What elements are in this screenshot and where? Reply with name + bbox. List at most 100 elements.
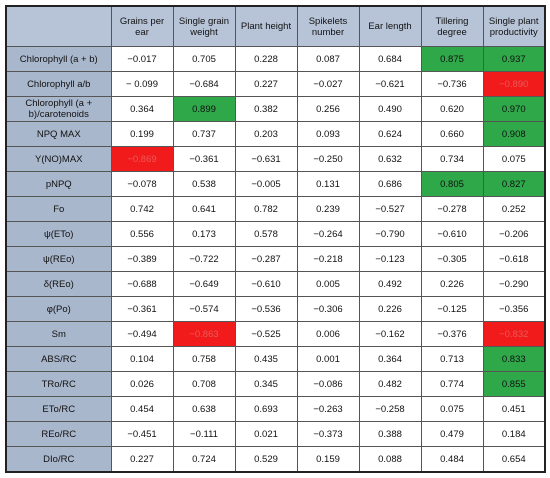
value-cell: 0.093 (296, 121, 360, 147)
column-header: Spikelets number (296, 5, 360, 47)
table-row: Y(NO)MAX −0.869 −0.361 −0.631 −0.250 0.632 0.7… (5, 146, 546, 172)
table-row: TRo/RC 0.026 0.708 0.345 −0.086 0.482 0.774 0.8… (5, 371, 546, 397)
value-cell: 0.875 (420, 46, 484, 72)
table-row: DIo/RC 0.227 0.724 0.529 0.159 0.088 0.484 0.65… (5, 446, 546, 473)
value-cell: 0.226 (358, 296, 422, 322)
value-cell: 0.684 (358, 46, 422, 72)
value-cell: −0.494 (110, 321, 174, 347)
value-cell: −0.264 (296, 221, 360, 247)
value-cell: 0.227 (234, 71, 298, 97)
value-cell: −0.688 (110, 271, 174, 297)
table-row: ETo/RC 0.454 0.638 0.693 −0.263 −0.258 0.075 0.… (5, 396, 546, 422)
table-row: Chlorophyll a/b − 0.099 −0.684 0.227 −0.027−… (5, 71, 546, 97)
value-cell: 0.087 (296, 46, 360, 72)
column-header: Ear length (358, 5, 422, 47)
value-cell: − 0.099 (110, 71, 174, 97)
value-cell: 0.173 (172, 221, 236, 247)
value-cell: 0.256 (296, 96, 360, 122)
value-cell: 0.641 (172, 196, 236, 222)
column-header: Single plant productivity (482, 5, 546, 47)
value-cell: 0.737 (172, 121, 236, 147)
value-cell: 0.454 (110, 396, 174, 422)
value-cell: 0.492 (358, 271, 422, 297)
column-header: Grains per ear (110, 5, 174, 47)
row-header: ETo/RC (5, 396, 112, 422)
table-body: Chlorophyll (a + b) −0.017 0.705 0.228 0.087… (5, 46, 546, 473)
row-header: pNPQ (5, 171, 112, 197)
value-cell: 0.228 (234, 46, 298, 72)
value-cell: −0.111 (172, 421, 236, 447)
correlation-table: Grains per ear Single grain weight Plant h… (5, 5, 546, 473)
table-row: NPQ MAX 0.199 0.737 0.203 0.093 0.624 0.660 0.9… (5, 121, 546, 147)
row-header: DIo/RC (5, 446, 112, 473)
table-row: Chlorophyll (a + b)/carotenoids 0.364 0.89… (5, 96, 546, 122)
value-cell: 0.705 (172, 46, 236, 72)
header-row: Grains per ear Single grain weight Plant h… (5, 5, 546, 47)
value-cell: 0.827 (482, 171, 546, 197)
value-cell: 0.632 (358, 146, 422, 172)
value-cell: 0.529 (234, 446, 298, 473)
row-header: TRo/RC (5, 371, 112, 397)
value-cell: 0.364 (358, 346, 422, 372)
value-cell: −0.361 (110, 296, 174, 322)
row-header: Fo (5, 196, 112, 222)
value-cell: 0.252 (482, 196, 546, 222)
value-cell: 0.708 (172, 371, 236, 397)
value-cell: 0.937 (482, 46, 546, 72)
value-cell: 0.364 (110, 96, 174, 122)
value-cell: 0.006 (296, 321, 360, 347)
value-cell: 0.660 (420, 121, 484, 147)
table-row: Fo 0.742 0.641 0.782 0.239 −0.527 −0.278 0.252 (5, 196, 546, 222)
value-cell: −0.206 (482, 221, 546, 247)
value-cell: 0.388 (358, 421, 422, 447)
value-cell: 0.226 (420, 271, 484, 297)
value-cell: 0.805 (420, 171, 484, 197)
value-cell: 0.490 (358, 96, 422, 122)
value-cell: 0.088 (358, 446, 422, 473)
value-cell: −0.574 (172, 296, 236, 322)
value-cell: −0.890 (482, 71, 546, 97)
row-header: δ(REo) (5, 271, 112, 297)
value-cell: 0.005 (296, 271, 360, 297)
value-cell: 0.713 (420, 346, 484, 372)
row-header: REo/RC (5, 421, 112, 447)
value-cell: 0.578 (234, 221, 298, 247)
value-cell: 0.742 (110, 196, 174, 222)
value-cell: −0.017 (110, 46, 174, 72)
value-cell: 0.484 (420, 446, 484, 473)
value-cell: −0.832 (482, 321, 546, 347)
value-cell: 0.075 (420, 396, 484, 422)
value-cell: −0.790 (358, 221, 422, 247)
table-row: Sm −0.494 −0.863 −0.525 0.006 −0.162 −0.376 −0.… (5, 321, 546, 347)
column-header: Plant height (234, 5, 298, 47)
value-cell: 0.021 (234, 421, 298, 447)
value-cell: −0.005 (234, 171, 298, 197)
value-cell: −0.722 (172, 246, 236, 272)
value-cell: 0.435 (234, 346, 298, 372)
value-cell: −0.361 (172, 146, 236, 172)
value-cell: −0.527 (358, 196, 422, 222)
value-cell: 0.001 (296, 346, 360, 372)
value-cell: 0.026 (110, 371, 174, 397)
value-cell: 0.479 (420, 421, 484, 447)
column-header: Tillering degree (420, 5, 484, 47)
value-cell: 0.131 (296, 171, 360, 197)
table-row: ψ(REo) −0.389 −0.722 −0.287 −0.218 −0.123 −0.3… (5, 246, 546, 272)
value-cell: 0.833 (482, 346, 546, 372)
value-cell: 0.970 (482, 96, 546, 122)
table-row: φ(Po) −0.361 −0.574 −0.536 −0.306 0.226 −0.125… (5, 296, 546, 322)
value-cell: 0.556 (110, 221, 174, 247)
value-cell: 0.724 (172, 446, 236, 473)
value-cell: 0.345 (234, 371, 298, 397)
value-cell: −0.610 (234, 271, 298, 297)
value-cell: −0.610 (420, 221, 484, 247)
value-cell: 0.638 (172, 396, 236, 422)
table-row: pNPQ −0.078 0.538 −0.005 0.131 0.686 0.805 0.82… (5, 171, 546, 197)
row-header: Chlorophyll (a + b)/carotenoids (5, 96, 112, 122)
value-cell: −0.525 (234, 321, 298, 347)
table-row: REo/RC −0.451 −0.111 0.021 −0.373 0.388 0.479 0… (5, 421, 546, 447)
value-cell: 0.624 (358, 121, 422, 147)
value-cell: 0.159 (296, 446, 360, 473)
value-cell: −0.162 (358, 321, 422, 347)
